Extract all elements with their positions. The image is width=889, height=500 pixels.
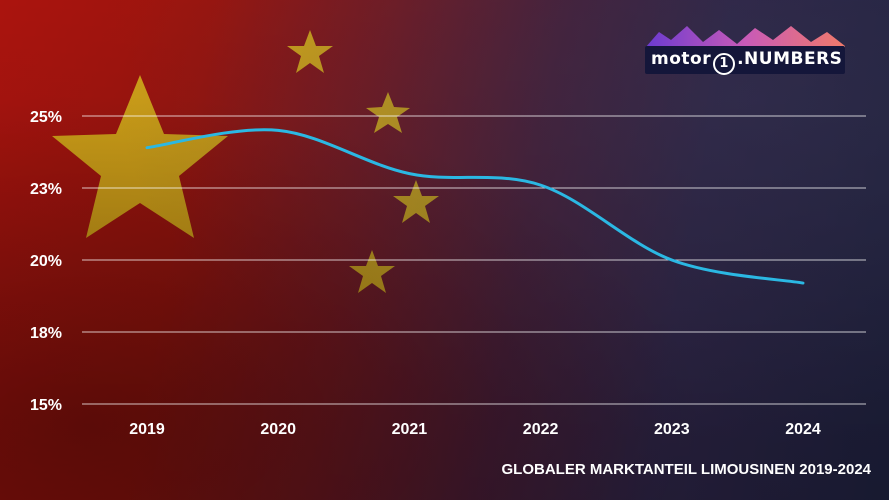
x-tick-label: 2023 bbox=[654, 421, 690, 438]
flag-star-large bbox=[52, 75, 228, 238]
logo-digit: 1 bbox=[713, 53, 736, 75]
x-tick-label: 2021 bbox=[392, 421, 428, 438]
logo-word: motor bbox=[651, 49, 712, 69]
y-tick-label: 23% bbox=[30, 181, 62, 198]
x-axis-ticks: 2019 2020 2021 2022 2023 2024 bbox=[129, 421, 821, 438]
x-tick-label: 2022 bbox=[523, 421, 559, 438]
flag-star-small bbox=[287, 30, 333, 73]
y-axis-ticks: 15% 18% 20% 23% 25% bbox=[30, 109, 62, 414]
flag-star-small bbox=[393, 180, 439, 223]
logo-plate bbox=[645, 46, 845, 74]
x-tick-label: 2020 bbox=[260, 421, 296, 438]
y-tick-label: 18% bbox=[30, 325, 62, 342]
series-line bbox=[145, 128, 805, 285]
logo-suffix: .NUMBERS bbox=[737, 49, 843, 69]
y-tick-label: 25% bbox=[30, 109, 62, 126]
series-group bbox=[145, 128, 805, 285]
chart-caption: GLOBALER MARKTANTEIL LIMOUSINEN 2019-202… bbox=[501, 461, 872, 478]
flag-star-small bbox=[349, 250, 395, 293]
y-tick-label: 15% bbox=[30, 397, 62, 414]
mountain-graphic-icon bbox=[645, 26, 845, 52]
motor1-numbers-logo: motor 1 .NUMBERS bbox=[645, 22, 845, 78]
x-tick-label: 2019 bbox=[129, 421, 165, 438]
x-tick-label: 2024 bbox=[785, 421, 821, 438]
y-tick-label: 20% bbox=[30, 253, 62, 270]
flag-star-small bbox=[366, 92, 410, 133]
gridlines bbox=[82, 115, 866, 405]
logo-text: motor 1 .NUMBERS bbox=[651, 49, 842, 75]
